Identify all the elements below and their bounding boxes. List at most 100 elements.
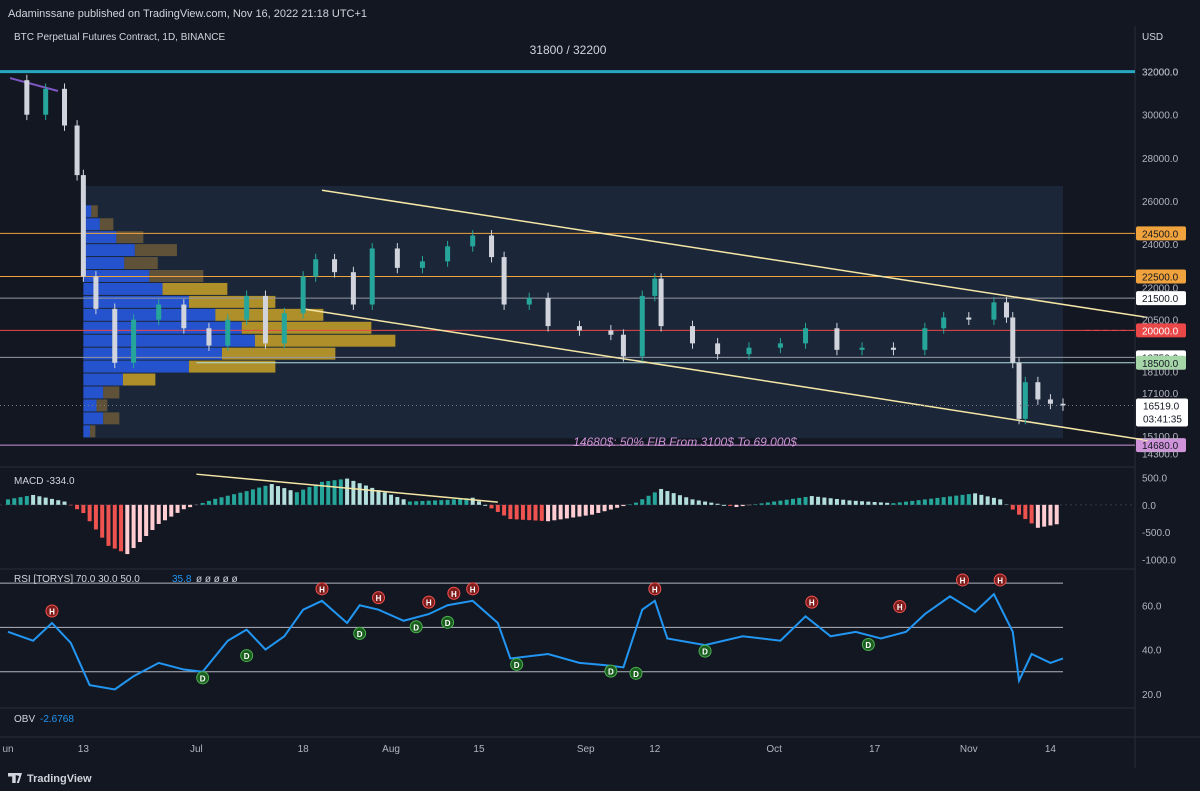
macd-bar: [24, 496, 29, 505]
macd-bar: [376, 490, 381, 505]
macd-bar: [56, 500, 61, 505]
macd-bar: [778, 500, 783, 505]
macd-bar: [577, 504, 582, 517]
volume-profile-bar: [91, 205, 98, 218]
macd-bar: [213, 498, 218, 505]
volume-profile-bar: [83, 360, 189, 373]
macd-bar: [18, 497, 23, 505]
price-tag-label: 32000.0: [1142, 68, 1179, 79]
macd-bar: [866, 501, 871, 505]
candle-body: [43, 88, 49, 115]
macd-bar: [985, 496, 990, 505]
macd-bar: [382, 492, 387, 505]
candle-body: [777, 343, 783, 348]
tradingview-logo[interactable]: TradingView: [8, 773, 92, 785]
macd-bar: [363, 485, 368, 505]
macd-bar: [790, 498, 795, 505]
x-tick-label: Jul: [190, 744, 203, 755]
volume-profile-bar: [89, 425, 96, 438]
price-tag-label: 20000.0: [1142, 326, 1179, 337]
tradingview-brand: TradingView: [27, 773, 92, 785]
macd-bar: [546, 504, 551, 522]
macd-bar: [998, 499, 1003, 505]
macd-bar: [571, 504, 576, 518]
price-tag-label: 18500.0: [1142, 359, 1179, 370]
chart-title: BTC Perpetual Futures Contract, 1D, BINA…: [14, 32, 226, 43]
candle-body: [1035, 382, 1041, 400]
macd-bar: [100, 504, 105, 538]
volume-profile-bar: [83, 270, 150, 282]
macd-bar: [426, 500, 431, 505]
rsi-title: RSI [TORYS] 70.0 30.0 50.0: [14, 574, 140, 585]
macd-bar: [1017, 504, 1022, 515]
price-tag: [1136, 64, 1186, 79]
macd-bar: [1048, 504, 1053, 526]
rsi-high-marker: [447, 586, 461, 600]
candle-body: [1022, 382, 1028, 419]
candle-body: [1010, 317, 1016, 363]
macd-bar: [539, 504, 544, 521]
rsi-high-marker: [422, 595, 436, 609]
macd-bar: [307, 487, 312, 505]
macd-bar: [395, 496, 400, 505]
macd-bar: [646, 495, 651, 505]
macd-bar: [728, 504, 733, 506]
band-label: 31800 / 32200: [530, 43, 607, 57]
footer: TradingView: [0, 769, 1200, 791]
rsi-high-marker: [315, 582, 329, 596]
macd-title: MACD -334.0: [14, 476, 75, 487]
rsi-div-marker: [510, 657, 524, 671]
macd-bar: [652, 492, 657, 505]
x-tick-label: Nov: [960, 744, 978, 755]
macd-bar: [75, 504, 80, 510]
price-tag-label: 22500.0: [1142, 272, 1179, 283]
macd-bar: [878, 502, 883, 505]
volume-profile-bar: [149, 270, 204, 282]
candle-body: [1003, 302, 1009, 318]
macd-bar: [420, 500, 425, 505]
candle-body: [181, 304, 187, 329]
macd-bar: [596, 504, 601, 513]
macd-bar: [954, 495, 959, 505]
macd-bar: [389, 494, 394, 505]
macd-bar: [797, 497, 802, 505]
rsi-marker-label: H: [652, 585, 658, 594]
volume-profile-bar: [83, 282, 163, 295]
candle-body: [1047, 399, 1053, 404]
macd-bar: [181, 504, 186, 510]
rsi-high-marker: [805, 595, 819, 609]
macd-bar: [150, 504, 155, 530]
candle-body: [419, 261, 425, 268]
rsi-marker-label: D: [200, 674, 206, 683]
candle-body: [112, 308, 118, 363]
price-tag: [1136, 291, 1186, 306]
macd-bar: [853, 500, 858, 505]
macd-bar: [816, 496, 821, 505]
macd-bar: [175, 504, 180, 513]
macd-bar: [740, 504, 745, 507]
macd-bar: [885, 502, 890, 505]
macd-bar: [822, 497, 827, 505]
rsi-div-marker: [629, 666, 643, 680]
candle-body: [941, 317, 947, 329]
rsi-div-marker: [353, 626, 367, 640]
rsi-high-marker: [45, 604, 59, 618]
channel-line: [303, 308, 1148, 442]
volume-profile-bar: [83, 205, 92, 218]
x-tick-label: 12: [649, 744, 661, 755]
candle-body: [526, 298, 532, 305]
macd-bar: [897, 502, 902, 505]
macd-bar: [370, 487, 375, 505]
rsi-marker-label: D: [413, 623, 419, 632]
candle-body: [746, 347, 752, 355]
volume-profile-bar: [83, 373, 123, 386]
macd-bar: [263, 485, 268, 505]
macd-bar: [847, 500, 852, 505]
y-tick-label: 17100.0: [1142, 389, 1179, 400]
macd-bar: [483, 504, 488, 506]
macd-bar: [351, 480, 356, 505]
macd-bar: [156, 504, 161, 524]
macd-bar: [357, 483, 362, 505]
volume-profile-bar: [162, 282, 228, 295]
